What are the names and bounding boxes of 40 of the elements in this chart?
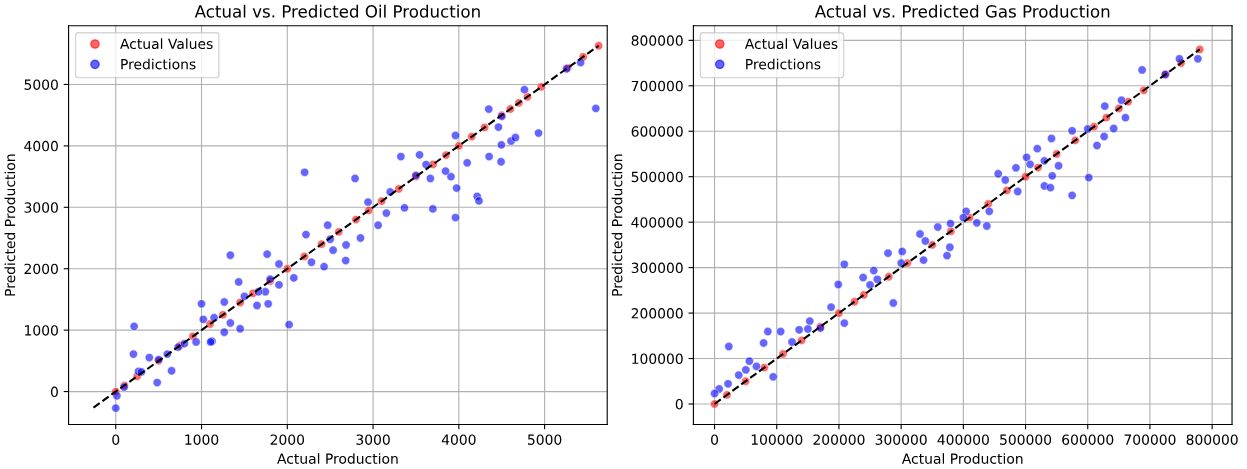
x-tick-label: 3000	[356, 434, 390, 445]
y-tick-label: 3000	[24, 202, 58, 213]
y-tick-label: 5000	[24, 79, 58, 90]
y-tick-label: 600000	[631, 126, 683, 137]
y-tick-label: 2000	[24, 263, 58, 275]
chart-title: Actual vs. Predicted Gas Production	[814, 4, 1110, 18]
x-tick-label: 0	[711, 434, 719, 445]
x-tick-label: 5000	[528, 434, 562, 445]
y-tick-label: 200000	[631, 308, 683, 319]
y-tick-label: 4000	[24, 140, 58, 152]
x-tick-label: 4000	[441, 434, 476, 445]
y-axis-title: Predicted Production	[4, 154, 16, 296]
legend-label: Predictions	[746, 58, 821, 70]
x-tick-label: 400000	[937, 434, 989, 445]
x-axis-title: Actual Production	[277, 453, 398, 464]
x-tick-label: 300000	[875, 434, 927, 445]
y-tick-label: 500000	[631, 171, 683, 183]
y-tick-label: 0	[50, 386, 58, 398]
y-tick-label: 800000	[631, 35, 683, 46]
x-tick-label: 1000	[185, 434, 219, 445]
x-tick-label: 2000	[270, 434, 305, 445]
x-tick-label: 700000	[1124, 434, 1176, 445]
y-tick-label: 400000	[631, 217, 683, 228]
y-tick-label: 100000	[632, 353, 683, 365]
legend-label: Predictions	[121, 58, 196, 70]
x-tick-label: 200000	[813, 434, 865, 445]
legend-label: Actual Values	[744, 38, 838, 50]
x-tick-label: 100000	[751, 434, 803, 445]
x-tick-label: 500000	[1000, 434, 1052, 445]
y-tick-label: 0	[675, 398, 683, 410]
x-tick-label: 800000	[1186, 434, 1238, 445]
x-tick-label: 600000	[1062, 434, 1114, 445]
y-tick-label: 1000	[25, 325, 58, 336]
y-tick-label: 300000	[631, 262, 683, 274]
legend-label: Actual Values	[120, 38, 213, 50]
y-tick-label: 700000	[631, 80, 683, 92]
y-axis-title: Predicted Production	[611, 154, 623, 296]
x-axis-title: Actual Production	[901, 453, 1023, 464]
chart-title: Actual vs. Predicted Oil Production	[194, 4, 480, 18]
x-tick-label: 0	[112, 434, 120, 445]
